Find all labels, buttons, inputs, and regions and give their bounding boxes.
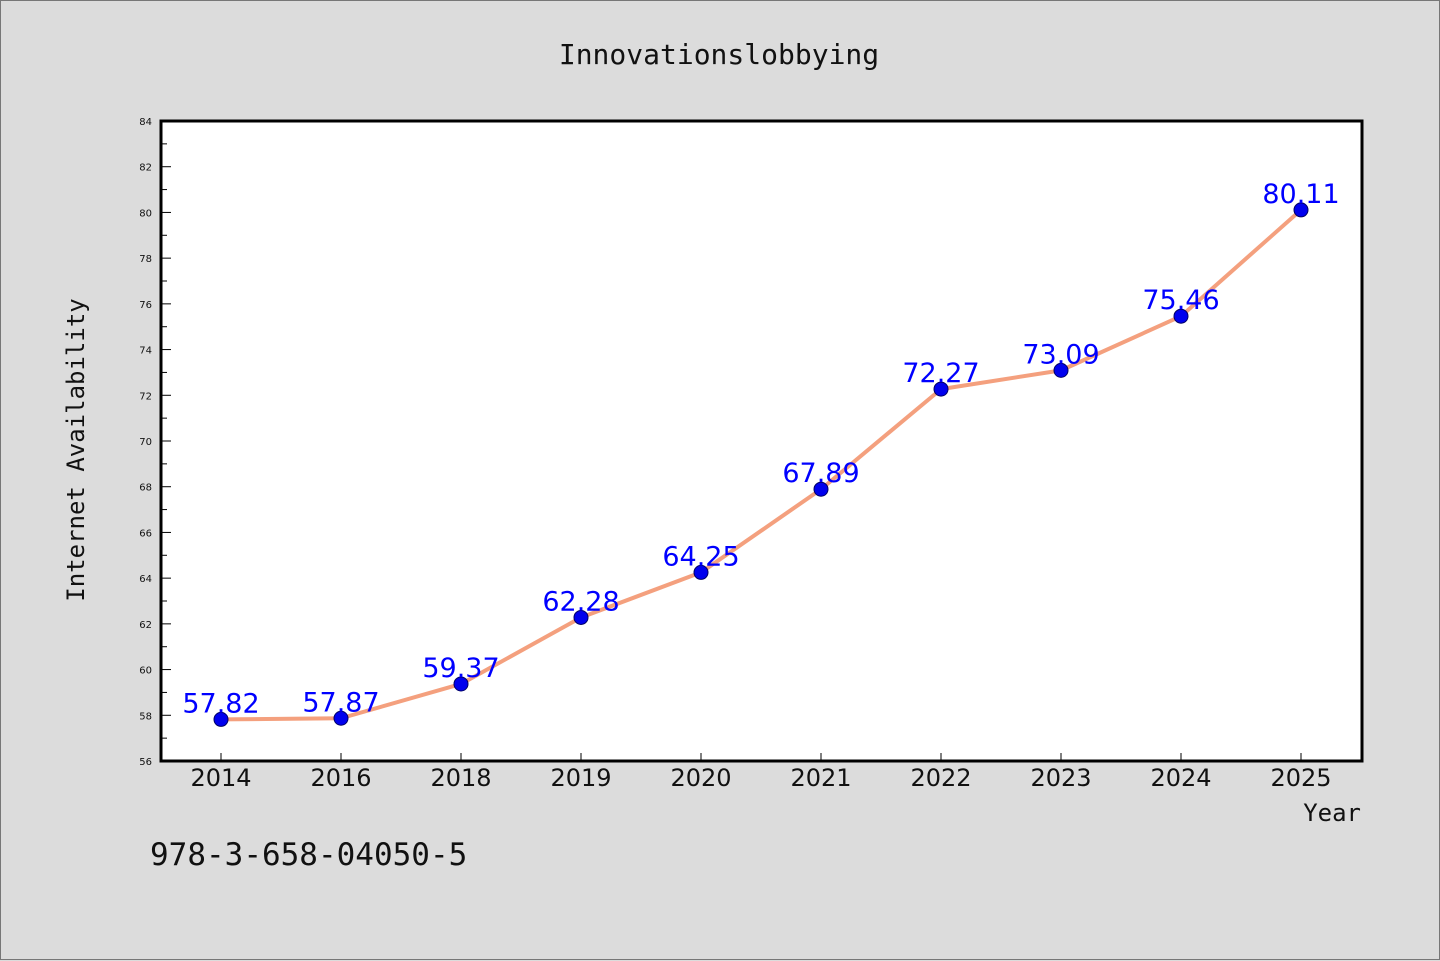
data-label: 67.89 xyxy=(782,458,859,489)
x-tick-label: 2022 xyxy=(910,764,971,792)
y-tick-label: 82 xyxy=(139,163,152,174)
data-label: 80.11 xyxy=(1262,179,1339,210)
y-tick-label: 84 xyxy=(139,117,152,128)
data-point xyxy=(333,710,349,726)
plot-area xyxy=(159,119,1364,763)
data-point xyxy=(213,711,229,727)
x-tick-label: 2020 xyxy=(670,764,731,792)
y-tick-label: 66 xyxy=(139,528,152,539)
data-label: 73.09 xyxy=(1022,339,1099,370)
data-label: 57.87 xyxy=(302,687,379,718)
isbn-annotation: 978-3-658-04050-5 xyxy=(150,837,467,873)
y-tick-label: 68 xyxy=(139,483,152,494)
data-point xyxy=(933,381,949,397)
y-tick-label: 60 xyxy=(139,666,152,677)
y-tick-label: 56 xyxy=(139,757,152,768)
data-point xyxy=(1053,362,1069,378)
chart-title: Innovationslobbying xyxy=(559,38,879,71)
y-tick-label: 76 xyxy=(139,300,152,311)
x-tick-label: 2019 xyxy=(550,764,611,792)
data-point xyxy=(813,481,829,497)
data-label: 72.27 xyxy=(902,358,979,389)
data-point xyxy=(453,676,469,692)
data-label: 59.37 xyxy=(422,653,499,684)
series-line xyxy=(219,207,1303,722)
y-tick-label: 78 xyxy=(139,254,152,265)
data-labels: 57.82 57.87 59.37 62.28 64.25 67.89 72.27 73.09… xyxy=(182,179,1339,719)
x-tick-label: 2023 xyxy=(1030,764,1091,792)
y-axis: 56 58 60 62 64 66 68 70 72 74 76 78 80 82 84 xyxy=(139,117,171,768)
x-axis: 2014 2016 2018 2019 2020 2021 2022 2023 2024 2025 xyxy=(190,753,1332,792)
y-tick-label: 62 xyxy=(139,620,152,631)
data-point xyxy=(1293,202,1309,218)
x-tick-label: 2021 xyxy=(790,764,851,792)
y-tick-label: 64 xyxy=(139,574,152,585)
data-label: 75.46 xyxy=(1142,285,1219,316)
y-tick-label: 58 xyxy=(139,711,152,722)
x-tick-label: 2014 xyxy=(190,764,251,792)
data-label: 64.25 xyxy=(662,541,739,572)
data-point xyxy=(693,564,709,580)
y-axis-title: Internet Availability xyxy=(62,298,90,601)
x-axis-title: Year xyxy=(1303,799,1361,827)
data-point xyxy=(573,609,589,625)
data-label: 62.28 xyxy=(542,586,619,617)
y-tick-label: 70 xyxy=(139,437,152,448)
data-point xyxy=(1173,308,1189,324)
y-tick-label: 74 xyxy=(139,346,152,357)
x-tick-label: 2025 xyxy=(1270,764,1331,792)
y-tick-label: 80 xyxy=(139,208,152,219)
data-label: 57.82 xyxy=(182,688,259,719)
series-layer xyxy=(213,202,1309,727)
x-tick-label: 2016 xyxy=(310,764,371,792)
x-tick-label: 2018 xyxy=(430,764,491,792)
y-tick-label: 72 xyxy=(139,391,152,402)
x-tick-label: 2024 xyxy=(1150,764,1211,792)
